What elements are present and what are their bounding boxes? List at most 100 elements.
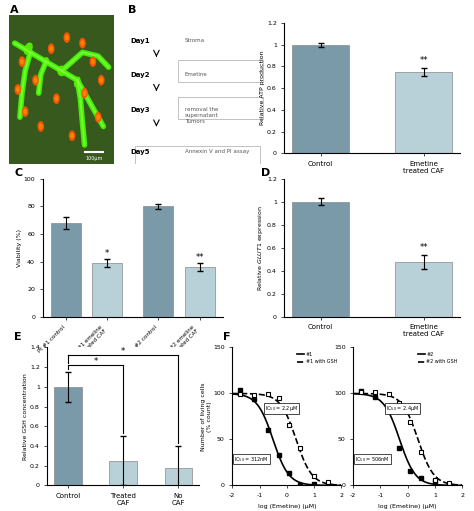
- Bar: [143, 206, 173, 317]
- Text: *: *: [105, 249, 109, 258]
- #2 with GSH: [415, 436, 421, 443]
- Y-axis label: Relative $GLUT1$ expression: Relative $GLUT1$ expression: [256, 205, 265, 291]
- Bar: [395, 72, 452, 153]
- Circle shape: [54, 94, 59, 103]
- Circle shape: [19, 57, 25, 66]
- #2 with GSH: [442, 479, 448, 485]
- X-axis label: log (Emetine) (μM): log (Emetine) (μM): [257, 504, 316, 508]
- #2 with GSH: [351, 390, 356, 397]
- Line: #2 with GSH: #2 with GSH: [353, 393, 462, 485]
- #2: [442, 482, 448, 488]
- Circle shape: [90, 57, 95, 66]
- #1 with GSH: [230, 390, 236, 397]
- Circle shape: [83, 91, 86, 96]
- Line: #1: #1: [232, 394, 341, 485]
- Circle shape: [34, 78, 37, 82]
- Text: IC$_{50}$ = 2.4μM: IC$_{50}$ = 2.4μM: [386, 404, 419, 412]
- Text: Stroma: Stroma: [185, 38, 205, 42]
- Bar: [292, 45, 349, 153]
- Text: D: D: [261, 168, 270, 178]
- #1 with GSH: [296, 445, 302, 451]
- Text: *: *: [121, 347, 125, 356]
- #1: [328, 482, 334, 489]
- Y-axis label: Relative GSH concentration: Relative GSH concentration: [24, 373, 28, 460]
- Bar: [135, 146, 260, 164]
- Text: removal the
supernatant
Tumors: removal the supernatant Tumors: [185, 107, 219, 124]
- #1 with GSH: [338, 482, 344, 488]
- Ellipse shape: [44, 58, 48, 65]
- Circle shape: [99, 76, 104, 85]
- #2: [415, 474, 420, 480]
- Text: Day5: Day5: [131, 149, 150, 155]
- X-axis label: log (Emetine) (μM): log (Emetine) (μM): [378, 504, 437, 508]
- Line: #1 with GSH: #1 with GSH: [232, 393, 341, 485]
- Circle shape: [64, 33, 69, 42]
- Text: A: A: [9, 5, 18, 15]
- Text: Day3: Day3: [131, 107, 150, 113]
- Text: **: **: [195, 253, 204, 262]
- #1 with GSH: [321, 480, 327, 486]
- Circle shape: [39, 124, 42, 129]
- #2 with GSH: [459, 482, 465, 488]
- Bar: [292, 202, 349, 317]
- Circle shape: [17, 87, 19, 91]
- Text: 100μm: 100μm: [85, 156, 103, 161]
- #1: [294, 478, 300, 484]
- Legend: #2, #2 with GSH: #2, #2 with GSH: [416, 350, 460, 366]
- #2: [415, 474, 421, 480]
- Circle shape: [21, 59, 23, 64]
- #1: [296, 479, 302, 485]
- #1 with GSH: [328, 481, 334, 487]
- Bar: [184, 267, 215, 317]
- Circle shape: [97, 115, 100, 120]
- Text: IC$_{50}$ = 2.2μM: IC$_{50}$ = 2.2μM: [265, 404, 298, 412]
- Text: **: **: [419, 56, 428, 65]
- #1: [294, 478, 300, 484]
- Text: C: C: [14, 168, 22, 178]
- Line: #2: #2: [353, 393, 462, 485]
- Ellipse shape: [58, 66, 65, 76]
- #1: [229, 391, 235, 397]
- #2: [417, 476, 423, 482]
- Circle shape: [80, 38, 85, 48]
- Circle shape: [82, 88, 87, 98]
- #2 with GSH: [417, 442, 423, 448]
- Bar: [178, 60, 263, 82]
- #1: [338, 482, 344, 489]
- #2 with GSH: [449, 481, 455, 487]
- Circle shape: [81, 41, 84, 45]
- Text: *: *: [93, 357, 98, 366]
- Circle shape: [95, 112, 100, 122]
- #1 with GSH: [229, 390, 235, 397]
- Ellipse shape: [74, 77, 80, 87]
- Text: Annexin V and PI assay: Annexin V and PI assay: [185, 149, 249, 154]
- #2: [351, 391, 356, 397]
- Y-axis label: Viability (%): Viability (%): [17, 229, 22, 267]
- Circle shape: [55, 97, 58, 101]
- Circle shape: [38, 122, 43, 131]
- Circle shape: [24, 109, 27, 114]
- #2 with GSH: [415, 435, 420, 442]
- Bar: [109, 461, 137, 485]
- Circle shape: [91, 59, 94, 64]
- Bar: [92, 263, 122, 317]
- Circle shape: [33, 76, 38, 85]
- Circle shape: [48, 44, 54, 53]
- Text: Day2: Day2: [131, 72, 150, 78]
- Circle shape: [100, 78, 102, 82]
- Y-axis label: Relative ATP production: Relative ATP production: [261, 51, 265, 126]
- Bar: [55, 387, 82, 485]
- #1 with GSH: [294, 439, 300, 446]
- Circle shape: [15, 85, 20, 94]
- Text: E: E: [14, 332, 22, 342]
- Text: IC$_{50}$ = 312nM: IC$_{50}$ = 312nM: [235, 455, 269, 463]
- Text: **: **: [419, 243, 428, 252]
- Text: Day1: Day1: [131, 38, 150, 43]
- Circle shape: [69, 131, 75, 141]
- Bar: [164, 468, 192, 485]
- Circle shape: [50, 47, 53, 51]
- Text: F: F: [223, 332, 230, 342]
- #1 with GSH: [294, 438, 300, 445]
- #2 with GSH: [350, 390, 356, 397]
- Text: IC$_{50}$ = 506nM: IC$_{50}$ = 506nM: [356, 455, 390, 463]
